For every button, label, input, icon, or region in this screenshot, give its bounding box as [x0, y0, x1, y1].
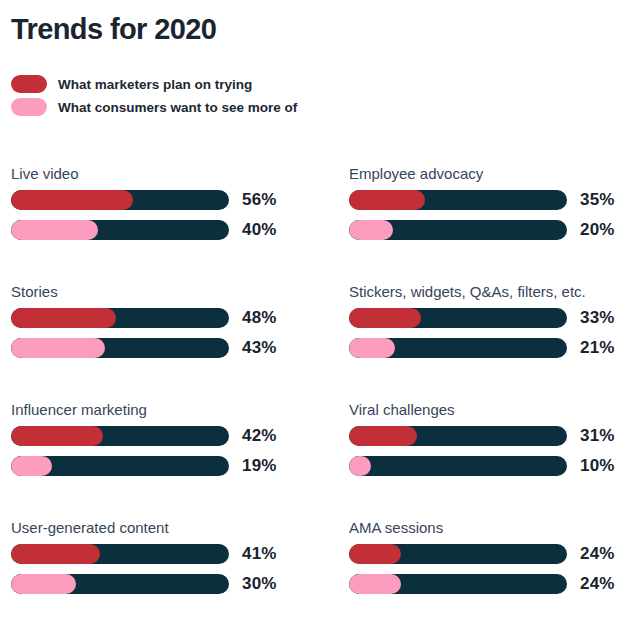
bar-fill-consumers	[349, 456, 371, 476]
trend-label: Viral challenges	[349, 401, 621, 418]
bar-fill-marketers	[349, 190, 425, 210]
trend-label: Live video	[11, 165, 294, 182]
trend-label: Employee advocacy	[349, 165, 621, 182]
bar-track	[349, 220, 567, 240]
bar-track	[349, 338, 567, 358]
bar-track	[349, 544, 567, 564]
bar-track	[11, 338, 229, 358]
trend-group: Stories 48% 43%	[11, 283, 294, 358]
legend-item-consumers: What consumers want to see more of	[11, 98, 622, 116]
bar-track	[11, 426, 229, 446]
trend-group: Viral challenges 31% 10%	[349, 401, 621, 476]
trend-group: Live video 56% 40%	[11, 165, 294, 240]
bar-fill-consumers	[11, 574, 76, 594]
trend-label: Stickers, widgets, Q&As, filters, etc.	[349, 283, 621, 300]
legend-label-marketers: What marketers plan on trying	[58, 77, 252, 92]
bar-value: 40%	[242, 220, 277, 240]
bar-value: 20%	[580, 220, 615, 240]
bar-value: 30%	[242, 574, 277, 594]
trend-group: Stickers, widgets, Q&As, filters, etc. 33…	[349, 283, 621, 358]
bar-track	[349, 190, 567, 210]
bar-value: 42%	[242, 426, 277, 446]
bar-track	[349, 308, 567, 328]
bar-value: 19%	[242, 456, 277, 476]
trend-group: User-generated content 41% 30%	[11, 519, 294, 594]
bar-track	[349, 574, 567, 594]
bar-value: 24%	[580, 544, 615, 564]
bar-fill-consumers	[349, 338, 395, 358]
bar-fill-marketers	[11, 426, 103, 446]
bar-row: 40%	[11, 220, 294, 240]
bar-fill-consumers	[11, 456, 52, 476]
bar-value: 56%	[242, 190, 277, 210]
bar-track	[11, 456, 229, 476]
bar-fill-consumers	[349, 574, 401, 594]
bar-fill-marketers	[11, 544, 100, 564]
bar-row: 24%	[349, 574, 621, 594]
bar-row: 41%	[11, 544, 294, 564]
bar-row: 19%	[11, 456, 294, 476]
legend-label-consumers: What consumers want to see more of	[58, 100, 297, 115]
trend-group: Employee advocacy 35% 20%	[349, 165, 621, 240]
page-title: Trends for 2020	[11, 13, 622, 46]
bar-value: 35%	[580, 190, 615, 210]
bar-row: 33%	[349, 308, 621, 328]
trend-label: AMA sessions	[349, 519, 621, 536]
legend-item-marketers: What marketers plan on trying	[11, 75, 622, 93]
bar-fill-marketers	[11, 308, 116, 328]
legend-swatch-marketers	[11, 75, 47, 93]
bar-row: 35%	[349, 190, 621, 210]
trends-chart: Trends for 2020 What marketers plan on t…	[0, 0, 630, 594]
bar-row: 42%	[11, 426, 294, 446]
bar-value: 48%	[242, 308, 277, 328]
bar-fill-consumers	[11, 338, 105, 358]
bar-value: 33%	[580, 308, 615, 328]
bar-fill-marketers	[349, 426, 417, 446]
bar-value: 43%	[242, 338, 277, 358]
bar-value: 31%	[580, 426, 615, 446]
bar-fill-marketers	[349, 308, 421, 328]
bar-row: 20%	[349, 220, 621, 240]
bar-row: 10%	[349, 456, 621, 476]
bar-fill-consumers	[349, 220, 393, 240]
bar-track	[349, 456, 567, 476]
bar-row: 21%	[349, 338, 621, 358]
bar-track	[11, 574, 229, 594]
bar-track	[11, 308, 229, 328]
bar-row: 43%	[11, 338, 294, 358]
bar-row: 48%	[11, 308, 294, 328]
legend: What marketers plan on trying What consu…	[11, 75, 622, 116]
bar-value: 41%	[242, 544, 277, 564]
bar-track	[349, 426, 567, 446]
bar-value: 21%	[580, 338, 615, 358]
bar-row: 24%	[349, 544, 621, 564]
bar-track	[11, 220, 229, 240]
bar-fill-consumers	[11, 220, 98, 240]
legend-swatch-consumers	[11, 98, 47, 116]
bar-row: 31%	[349, 426, 621, 446]
trend-label: User-generated content	[11, 519, 294, 536]
bar-fill-marketers	[349, 544, 401, 564]
trend-group: AMA sessions 24% 24%	[349, 519, 621, 594]
bar-row: 56%	[11, 190, 294, 210]
trend-label: Stories	[11, 283, 294, 300]
trend-label: Influencer marketing	[11, 401, 294, 418]
bar-track	[11, 544, 229, 564]
trend-group: Influencer marketing 42% 19%	[11, 401, 294, 476]
bar-row: 30%	[11, 574, 294, 594]
bar-track	[11, 190, 229, 210]
bar-value: 24%	[580, 574, 615, 594]
bar-fill-marketers	[11, 190, 133, 210]
bar-value: 10%	[580, 456, 615, 476]
chart-grid: Live video 56% 40% Employee advocacy 35% 20% S…	[11, 165, 622, 594]
